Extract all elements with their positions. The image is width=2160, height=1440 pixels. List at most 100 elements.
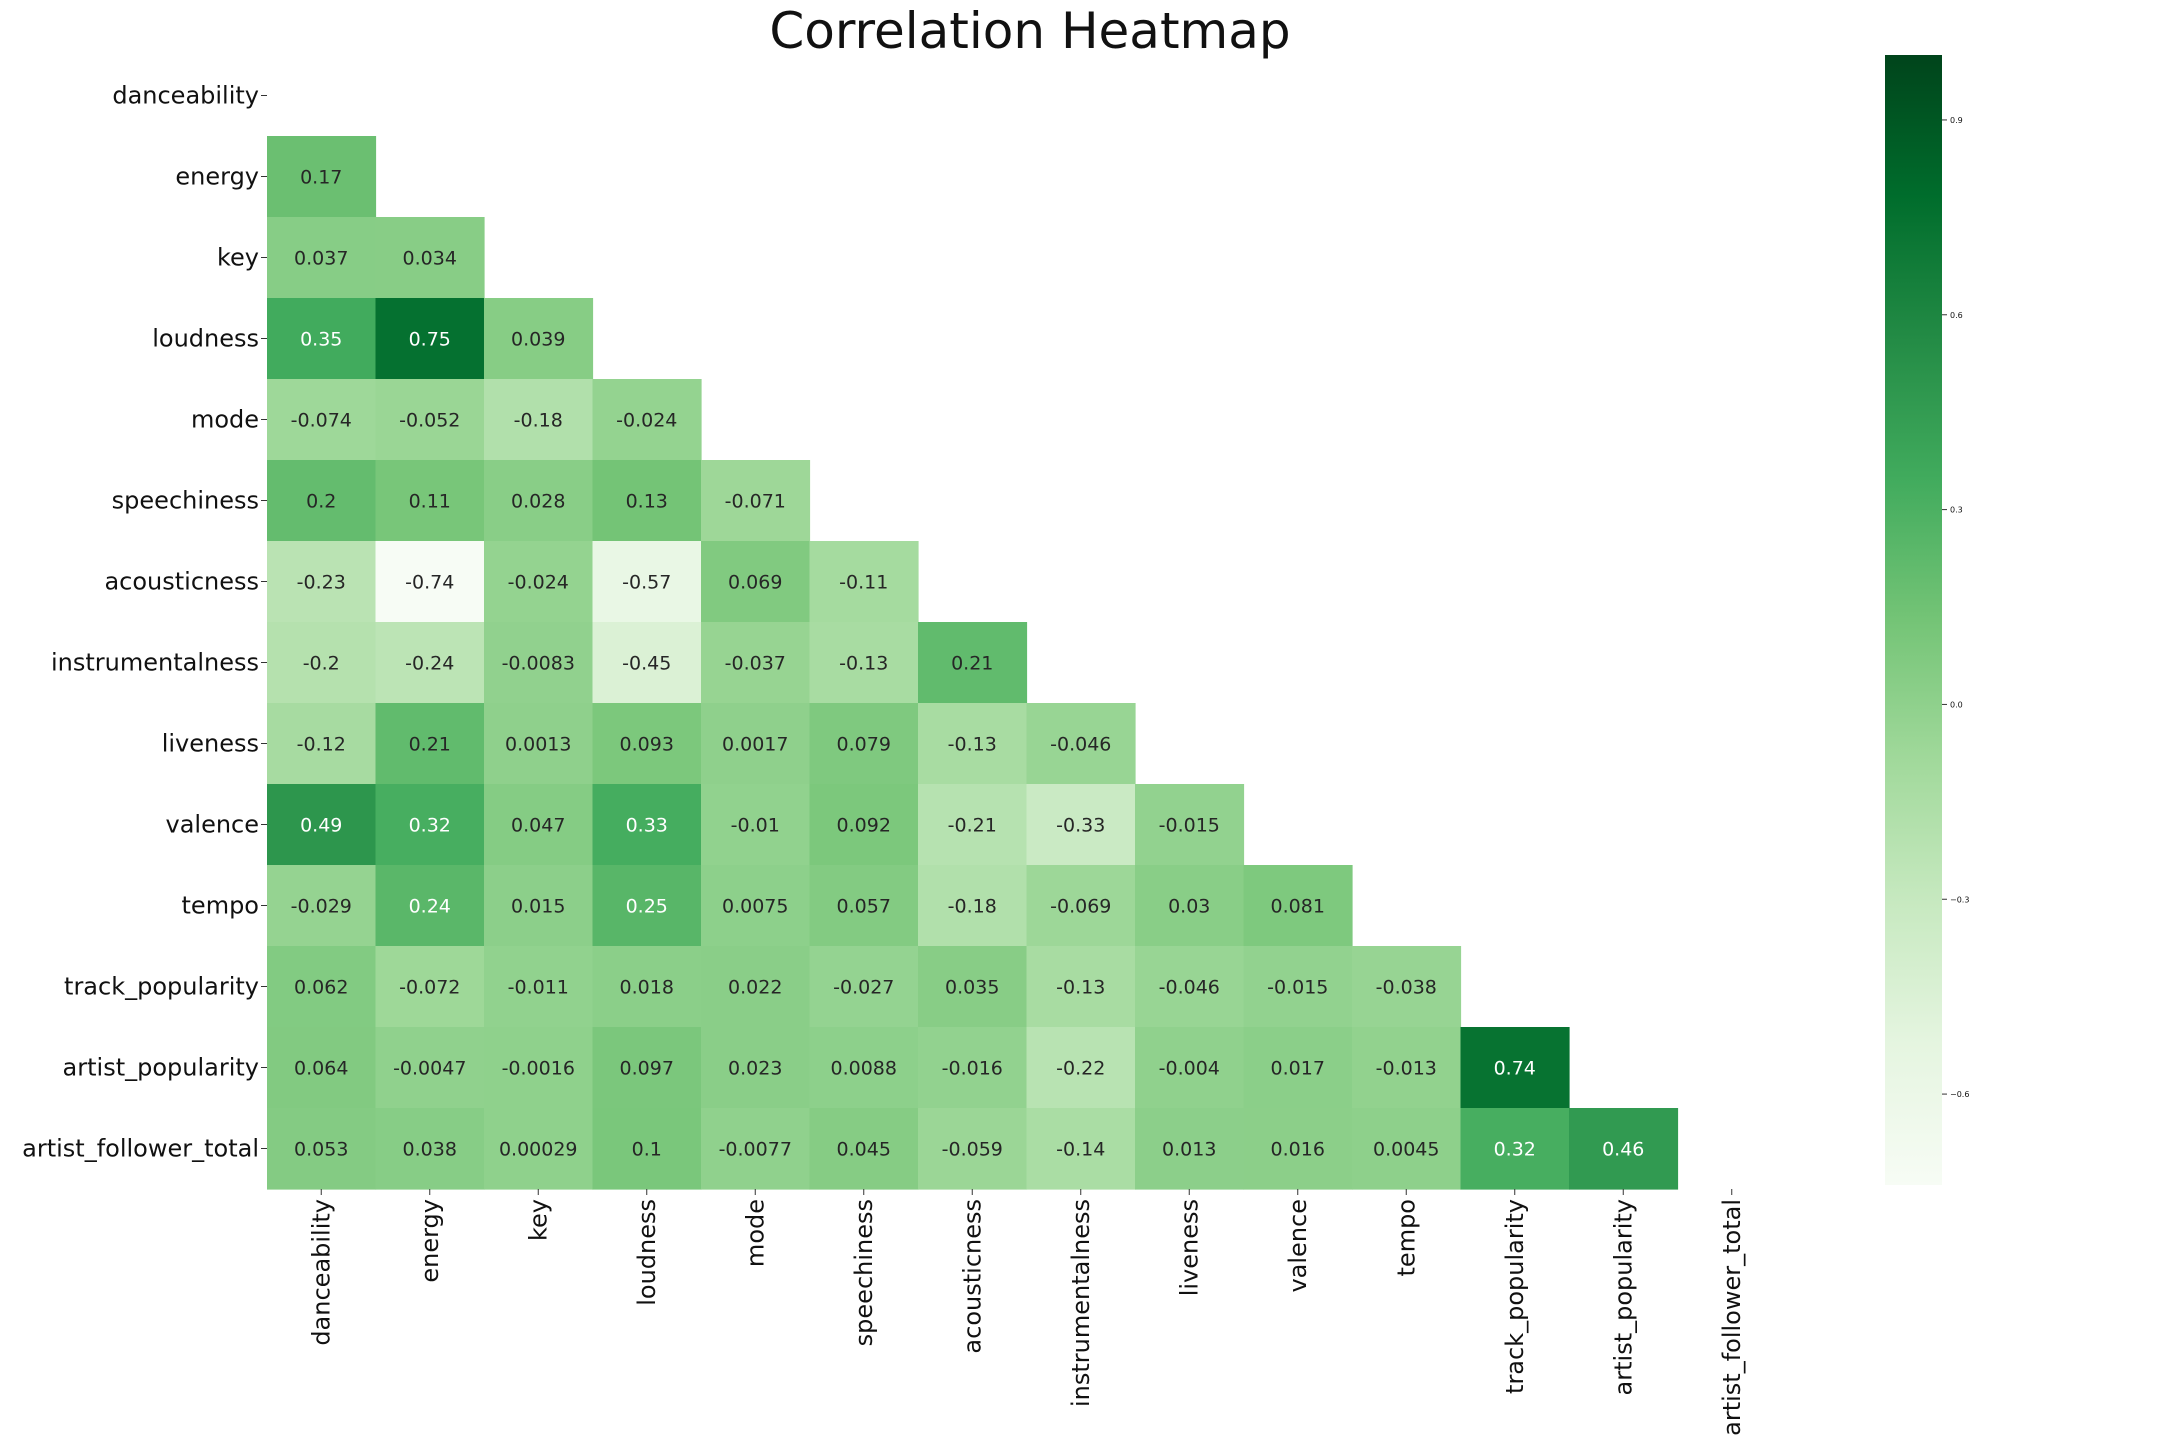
cell-value-label: -0.18	[948, 896, 997, 918]
cell-value-label: -0.12	[297, 734, 346, 756]
heatmap-cell	[1243, 1027, 1353, 1109]
heatmap-cell	[375, 622, 485, 704]
cell-value-label: -0.0077	[719, 1139, 792, 1161]
heatmap-cell	[809, 703, 919, 785]
cell-value-label: 0.015	[511, 896, 565, 918]
column-labels: danceability energy key loudness mode speechi…	[307, 1189, 1746, 1436]
heatmap-cell	[1026, 865, 1136, 947]
column-label: mode	[741, 1199, 769, 1267]
cell-value-label: -0.23	[297, 572, 346, 594]
heatmap-cell	[267, 622, 377, 704]
cell-value-label: -0.052	[399, 410, 460, 432]
heatmap-cell	[1026, 1027, 1136, 1109]
heatmap-cell	[484, 541, 594, 623]
cell-value-label: -0.0047	[393, 1058, 466, 1080]
cell-value-label: 0.034	[403, 248, 457, 270]
column-label: loudness	[633, 1199, 661, 1306]
column-label: valence	[1284, 1199, 1312, 1293]
heatmap-cell	[267, 1027, 377, 1109]
cell-value-label: -0.059	[942, 1139, 1003, 1161]
heatmap-cell	[701, 541, 811, 623]
cell-value-label: -0.74	[405, 572, 454, 594]
colorbar-tick-label: 0.3	[1950, 506, 1963, 515]
cell-value-label: 0.0017	[722, 734, 788, 756]
cell-value-label: -0.11	[839, 572, 888, 594]
heatmap-cell	[809, 1108, 919, 1190]
heatmap-cell	[267, 217, 377, 299]
cell-value-label: 0.053	[294, 1139, 348, 1161]
heatmap-cell	[267, 460, 377, 542]
cell-value-label: 0.064	[294, 1058, 348, 1080]
cell-value-label: -0.069	[1050, 896, 1111, 918]
heatmap-cell	[484, 298, 594, 380]
chart-title: Correlation Heatmap	[769, 2, 1290, 60]
cell-value-label: 0.21	[409, 734, 451, 756]
cell-value-label: -0.13	[1056, 977, 1105, 999]
cell-value-label: 0.46	[1602, 1139, 1644, 1161]
heatmap-cell	[375, 379, 485, 461]
column-label: tempo	[1392, 1199, 1420, 1276]
column-label: instrumentalness	[1067, 1199, 1095, 1407]
heatmap-cell	[1026, 1108, 1136, 1190]
heatmap-cell	[592, 946, 702, 1028]
cell-value-label: 0.047	[511, 815, 565, 837]
cell-value-label: 0.028	[511, 491, 565, 513]
cell-value-label: 0.017	[1271, 1058, 1325, 1080]
cell-value-label: -0.071	[725, 491, 786, 513]
cell-value-label: -0.57	[622, 572, 671, 594]
cell-value-label: 0.2	[306, 491, 336, 513]
row-labels: danceability energy key loudness mode speechi…	[22, 82, 267, 1163]
heatmap-cell	[267, 136, 377, 218]
heatmap-cell	[484, 946, 594, 1028]
cell-value-label: -0.015	[1159, 815, 1220, 837]
heatmap-cell	[1026, 784, 1136, 866]
heatmap-cell	[484, 460, 594, 542]
row-label: energy	[175, 163, 259, 191]
heatmap-cell	[701, 1027, 811, 1109]
heatmap-cell	[701, 622, 811, 704]
cell-value-label: 0.039	[511, 329, 565, 351]
cell-value-label: 0.0045	[1373, 1139, 1439, 1161]
cell-value-label: 0.092	[837, 815, 891, 837]
column-label: track_popularity	[1501, 1199, 1529, 1394]
row-label: tempo	[182, 892, 259, 920]
heatmap-cell	[267, 784, 377, 866]
heatmap-cell	[809, 622, 919, 704]
cell-value-label: -0.011	[508, 977, 569, 999]
heatmap-cell	[375, 217, 485, 299]
cell-value-label: 0.016	[1271, 1139, 1325, 1161]
row-label: liveness	[162, 730, 259, 758]
heatmap-cell	[701, 460, 811, 542]
heatmap-cell	[809, 1027, 919, 1109]
heatmap-cell	[701, 865, 811, 947]
heatmap-cell	[375, 298, 485, 380]
heatmap-cell	[809, 541, 919, 623]
column-label: artist_follower_total	[1718, 1199, 1746, 1436]
cell-value-label: -0.0016	[502, 1058, 575, 1080]
heatmap-cell	[484, 622, 594, 704]
heatmap-cell	[484, 865, 594, 947]
heatmap-cell	[267, 541, 377, 623]
colorbar-gradient	[1885, 55, 1942, 1185]
heatmap-cell	[918, 1027, 1028, 1109]
cell-value-label: -0.024	[508, 572, 569, 594]
heatmap-cell	[592, 460, 702, 542]
cell-value-label: 0.13	[626, 491, 668, 513]
cell-value-label: -0.046	[1050, 734, 1111, 756]
heatmap-cell	[701, 703, 811, 785]
column-label: speechiness	[850, 1199, 878, 1346]
colorbar-tick-label: 0.6	[1950, 311, 1963, 320]
row-label: loudness	[152, 325, 259, 353]
row-label: acousticness	[104, 568, 259, 596]
cell-value-label: 0.097	[620, 1058, 674, 1080]
colorbar: 0.9 0.6 0.3 0.0 −0.3 −0.6	[1885, 55, 1969, 1185]
cell-value-label: 0.057	[837, 896, 891, 918]
heatmap-cell	[592, 703, 702, 785]
column-label: artist_popularity	[1609, 1199, 1637, 1395]
heatmap-cell	[375, 541, 485, 623]
row-label: instrumentalness	[51, 649, 259, 677]
cell-value-label: 0.013	[1162, 1139, 1216, 1161]
heatmap-cell	[267, 865, 377, 947]
cell-value-label: 0.037	[294, 248, 348, 270]
